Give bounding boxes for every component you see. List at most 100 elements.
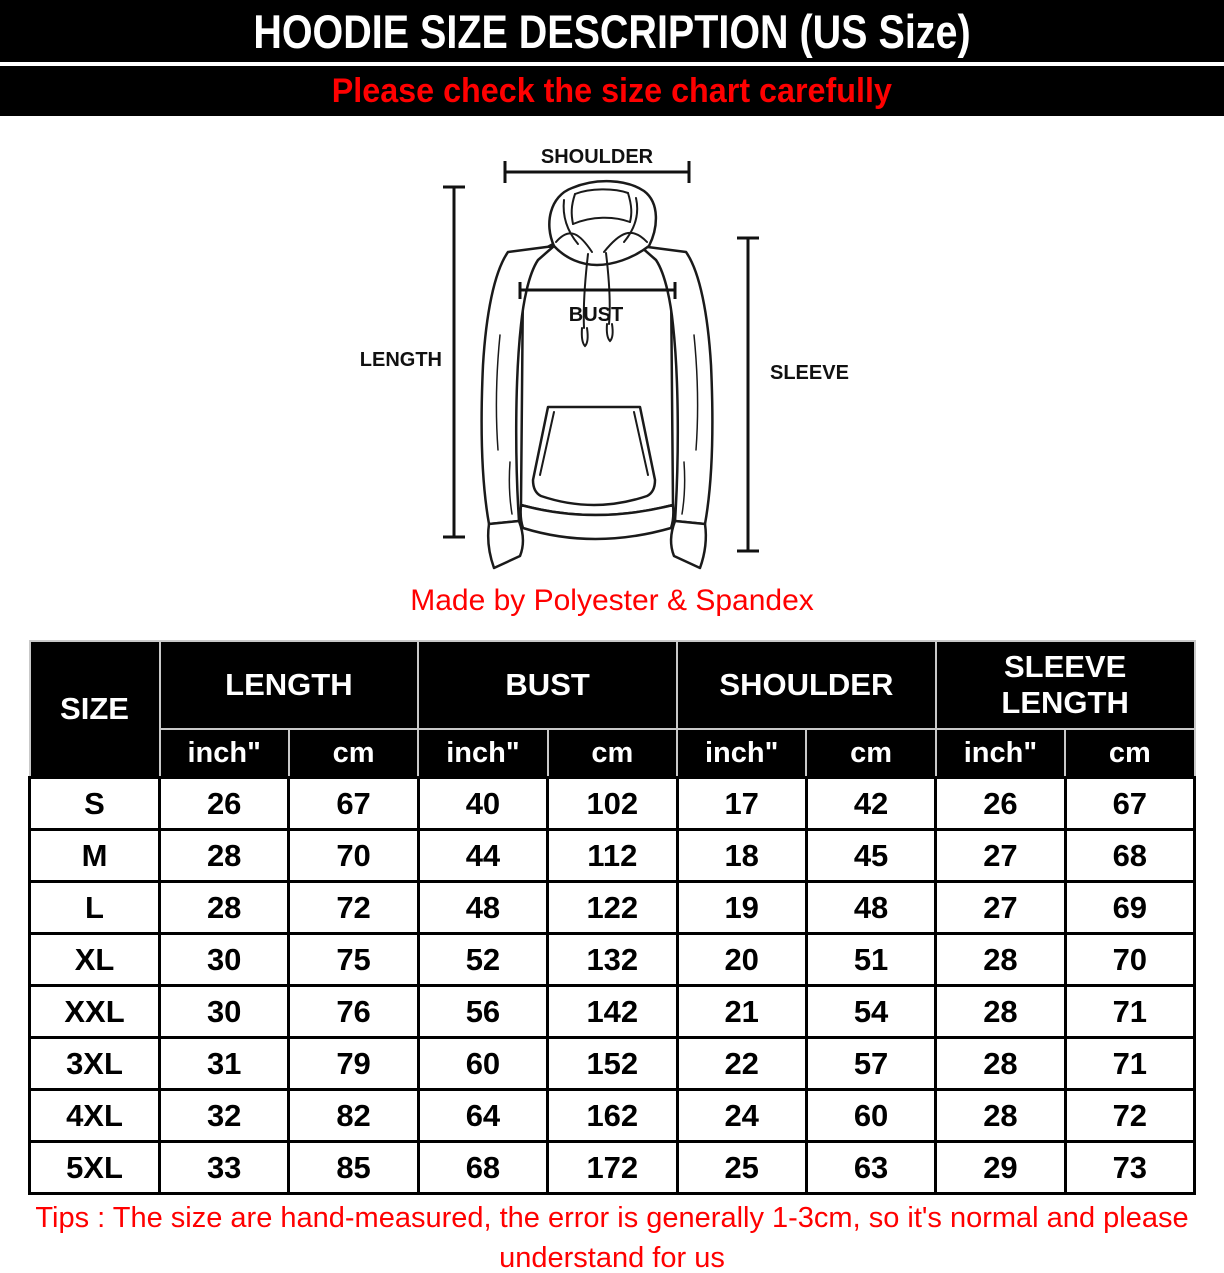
cm-value-cell: 132: [546, 932, 679, 987]
inch-value-cell: 17: [675, 776, 808, 831]
table-row: L 28 72 48 122 19 48 27 69: [28, 880, 1197, 935]
size-label-cell: M: [28, 828, 161, 883]
bust-label: BUST: [569, 304, 623, 326]
inch-value-cell: 22: [675, 1036, 808, 1091]
cm-value-cell: 42: [804, 776, 938, 831]
table-row: XL 30 75 52 132 20 51 28 70: [28, 932, 1197, 987]
cm-value-cell: 79: [287, 1036, 420, 1091]
inch-value-cell: 27: [934, 880, 1067, 935]
cm-value-cell: 67: [1063, 776, 1197, 831]
inch-value-cell: 60: [416, 1036, 550, 1091]
cm-value-cell: 70: [1063, 932, 1197, 987]
cm-value-cell: 82: [287, 1088, 420, 1143]
inch-value-cell: 33: [157, 1140, 291, 1195]
table-row: S 26 67 40 102 17 42 26 67: [28, 776, 1197, 831]
sleeve-measure-line: [737, 236, 759, 553]
hoodie-left-cuff: [486, 519, 525, 570]
cm-value-cell: 60: [804, 1088, 938, 1143]
size-column-header: SIZE: [28, 640, 161, 779]
inch-value-cell: 25: [675, 1140, 808, 1195]
table-row: 5XL 33 85 68 172 25 63 29 73: [28, 1140, 1197, 1195]
inch-value-cell: 28: [157, 880, 291, 935]
unit-header: inch": [417, 728, 549, 779]
shoulder-label: SHOULDER: [541, 146, 654, 168]
cm-value-cell: 71: [1063, 984, 1197, 1039]
tips-line-1: Tips : The size are hand-measured, the e…: [35, 1202, 1189, 1234]
table-group-header-row: SIZE LENGTH BUST SHOULDER SLEEVE LENGTH: [28, 640, 1196, 779]
cm-value-cell: 68: [1063, 828, 1197, 883]
cm-value-cell: 51: [804, 932, 938, 987]
length-group-header: LENGTH: [158, 640, 420, 730]
unit-header: cm: [287, 728, 420, 779]
cm-value-cell: 69: [1063, 880, 1197, 935]
page-subtitle: Please check the size chart carefully: [331, 71, 893, 110]
cm-value-cell: 63: [804, 1140, 938, 1195]
inch-value-cell: 56: [416, 984, 550, 1039]
inch-value-cell: 30: [157, 984, 291, 1039]
cm-value-cell: 152: [546, 1036, 679, 1091]
inch-value-cell: 64: [416, 1088, 550, 1143]
cm-value-cell: 72: [287, 880, 420, 935]
inch-value-cell: 68: [416, 1140, 550, 1195]
cm-value-cell: 72: [1063, 1088, 1197, 1143]
material-note: Made by Polyester & Spandex: [410, 584, 814, 617]
cm-value-cell: 76: [287, 984, 420, 1039]
inch-value-cell: 18: [675, 828, 808, 883]
hoodie-right-cuff: [669, 519, 708, 570]
size-label-cell: S: [28, 776, 161, 831]
inch-value-cell: 28: [934, 984, 1067, 1039]
cm-value-cell: 48: [804, 880, 938, 935]
size-chart-table: SIZE LENGTH BUST SHOULDER SLEEVE LENGTH …: [28, 640, 1197, 1195]
table-row: 3XL 31 79 60 152 22 57 28 71: [28, 1036, 1197, 1091]
table-row: 4XL 32 82 64 162 24 60 28 72: [28, 1088, 1197, 1143]
shoulder-measure-line: [503, 161, 691, 183]
table-unit-header-row: inch" cm inch" cm inch" cm inch" cm: [30, 728, 1196, 779]
unit-header: cm: [546, 728, 679, 779]
hoodie-pocket: [531, 405, 657, 507]
length-label: LENGTH: [360, 349, 442, 371]
cm-value-cell: 102: [546, 776, 679, 831]
unit-header: inch": [158, 728, 290, 779]
hoodie-line-art: SHOULDER LENGTH BUST SLEEVE: [360, 146, 849, 570]
inch-value-cell: 26: [934, 776, 1067, 831]
cm-value-cell: 57: [804, 1036, 938, 1091]
cm-value-cell: 71: [1063, 1036, 1197, 1091]
size-label-cell: L: [28, 880, 161, 935]
cm-value-cell: 172: [546, 1140, 679, 1195]
inch-value-cell: 27: [934, 828, 1067, 883]
inch-value-cell: 29: [934, 1140, 1067, 1195]
inch-value-cell: 24: [675, 1088, 808, 1143]
inch-value-cell: 44: [416, 828, 550, 883]
sleeve-label: SLEEVE: [770, 362, 849, 384]
cm-value-cell: 142: [546, 984, 679, 1039]
unit-header: cm: [805, 728, 937, 779]
unit-header: cm: [1064, 728, 1196, 779]
cm-value-cell: 73: [1063, 1140, 1197, 1195]
tips-line-2: understand for us: [499, 1242, 725, 1273]
cm-value-cell: 54: [804, 984, 938, 1039]
cm-value-cell: 70: [287, 828, 420, 883]
bust-group-header: BUST: [417, 640, 678, 730]
inch-value-cell: 32: [157, 1088, 291, 1143]
inch-value-cell: 28: [934, 1088, 1067, 1143]
inch-value-cell: 28: [157, 828, 291, 883]
size-label-cell: 3XL: [28, 1036, 161, 1091]
inch-value-cell: 40: [416, 776, 550, 831]
inch-value-cell: 19: [675, 880, 808, 935]
hoodie-measurement-diagram: SHOULDER LENGTH BUST SLEEVE: [342, 130, 882, 620]
inch-value-cell: 20: [675, 932, 808, 987]
table-row: M 28 70 44 112 18 45 27 68: [28, 828, 1197, 883]
bust-measure-line: [518, 282, 677, 299]
tips-note: Tips : The size are hand-measured, the e…: [0, 1198, 1224, 1273]
sleeve-length-group-header: SLEEVE LENGTH: [934, 640, 1196, 730]
unit-header: inch": [675, 728, 808, 779]
inch-value-cell: 28: [934, 1036, 1067, 1091]
inch-value-cell: 30: [157, 932, 291, 987]
cm-value-cell: 162: [546, 1088, 679, 1143]
title-bar: HOODIE SIZE DESCRIPTION (US Size): [0, 0, 1224, 62]
size-label-cell: XL: [28, 932, 161, 987]
cm-value-cell: 45: [804, 828, 938, 883]
cm-value-cell: 122: [546, 880, 679, 935]
size-table-body: S 26 67 40 102 17 42 26 67 M 28 70 44 112 18 45 27 68 L 28 7…: [28, 776, 1197, 1195]
